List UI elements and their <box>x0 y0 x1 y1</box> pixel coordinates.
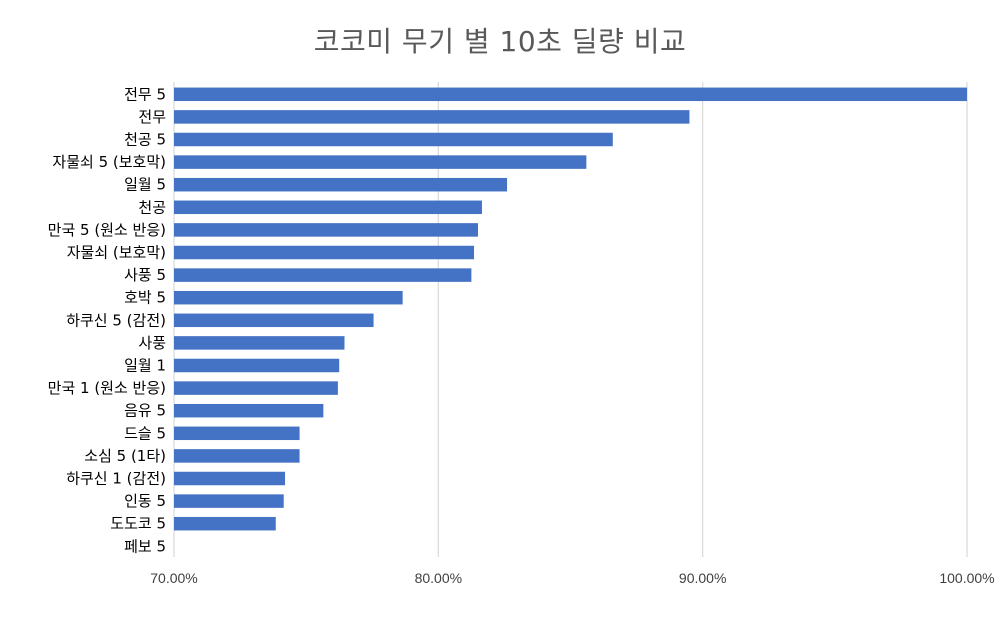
category-label: 소심 5 (1타) <box>84 447 166 465</box>
category-label: 천공 <box>138 198 166 216</box>
category-label: 일월 1 <box>124 357 166 375</box>
bar <box>174 223 478 237</box>
category-label: 천공 5 <box>124 131 166 149</box>
category-label: 도도코 5 <box>110 515 166 533</box>
bar <box>174 313 374 328</box>
bar <box>174 245 475 260</box>
x-tick-label: 80.00% <box>415 570 462 586</box>
bar <box>174 516 276 531</box>
category-label: 페보 5 <box>124 537 166 555</box>
category-label: 만국 1 (원소 반응) <box>48 379 166 397</box>
bar <box>174 358 340 373</box>
category-label: 사풍 5 <box>124 266 166 284</box>
x-axis-tick-labels: 70.00% 80.00% 90.00% 100.00% <box>150 570 994 586</box>
bar <box>174 177 508 192</box>
category-label: 만국 5 (원소 반응) <box>48 221 166 239</box>
x-tick-label: 90.00% <box>679 570 726 586</box>
bar <box>174 494 284 508</box>
x-tick-label: 100.00% <box>939 570 994 586</box>
category-label: 하쿠신 1 (감전) <box>66 470 166 488</box>
category-label: 전무 5 <box>124 85 166 103</box>
bar <box>174 155 587 169</box>
category-label: 사풍 <box>138 334 166 352</box>
category-label: 드슬 5 <box>124 424 166 442</box>
category-label: 인동 5 <box>124 492 166 510</box>
category-label: 호박 5 <box>124 289 166 307</box>
bar <box>174 471 286 486</box>
bar <box>174 110 690 124</box>
category-label: 자물쇠 (보호막) <box>67 244 166 262</box>
bar <box>174 290 403 305</box>
category-label: 전무 <box>138 108 166 126</box>
chart-title: 코코미 무기 별 10초 딜량 비교 <box>313 25 687 58</box>
bar <box>174 268 472 282</box>
x-tick-label: 70.00% <box>150 570 197 586</box>
category-label: 일월 5 <box>124 176 166 194</box>
category-label: 자물쇠 5 (보호막) <box>52 153 166 171</box>
category-label: 하쿠신 5 (감전) <box>66 311 166 329</box>
bar <box>174 87 967 102</box>
bars <box>174 87 967 531</box>
bar <box>174 403 324 418</box>
bar <box>174 132 613 147</box>
bar <box>174 381 338 395</box>
category-label: 음유 5 <box>124 402 166 420</box>
bar <box>174 449 300 463</box>
bar <box>174 426 300 441</box>
bar <box>174 336 345 350</box>
bar <box>174 200 482 215</box>
